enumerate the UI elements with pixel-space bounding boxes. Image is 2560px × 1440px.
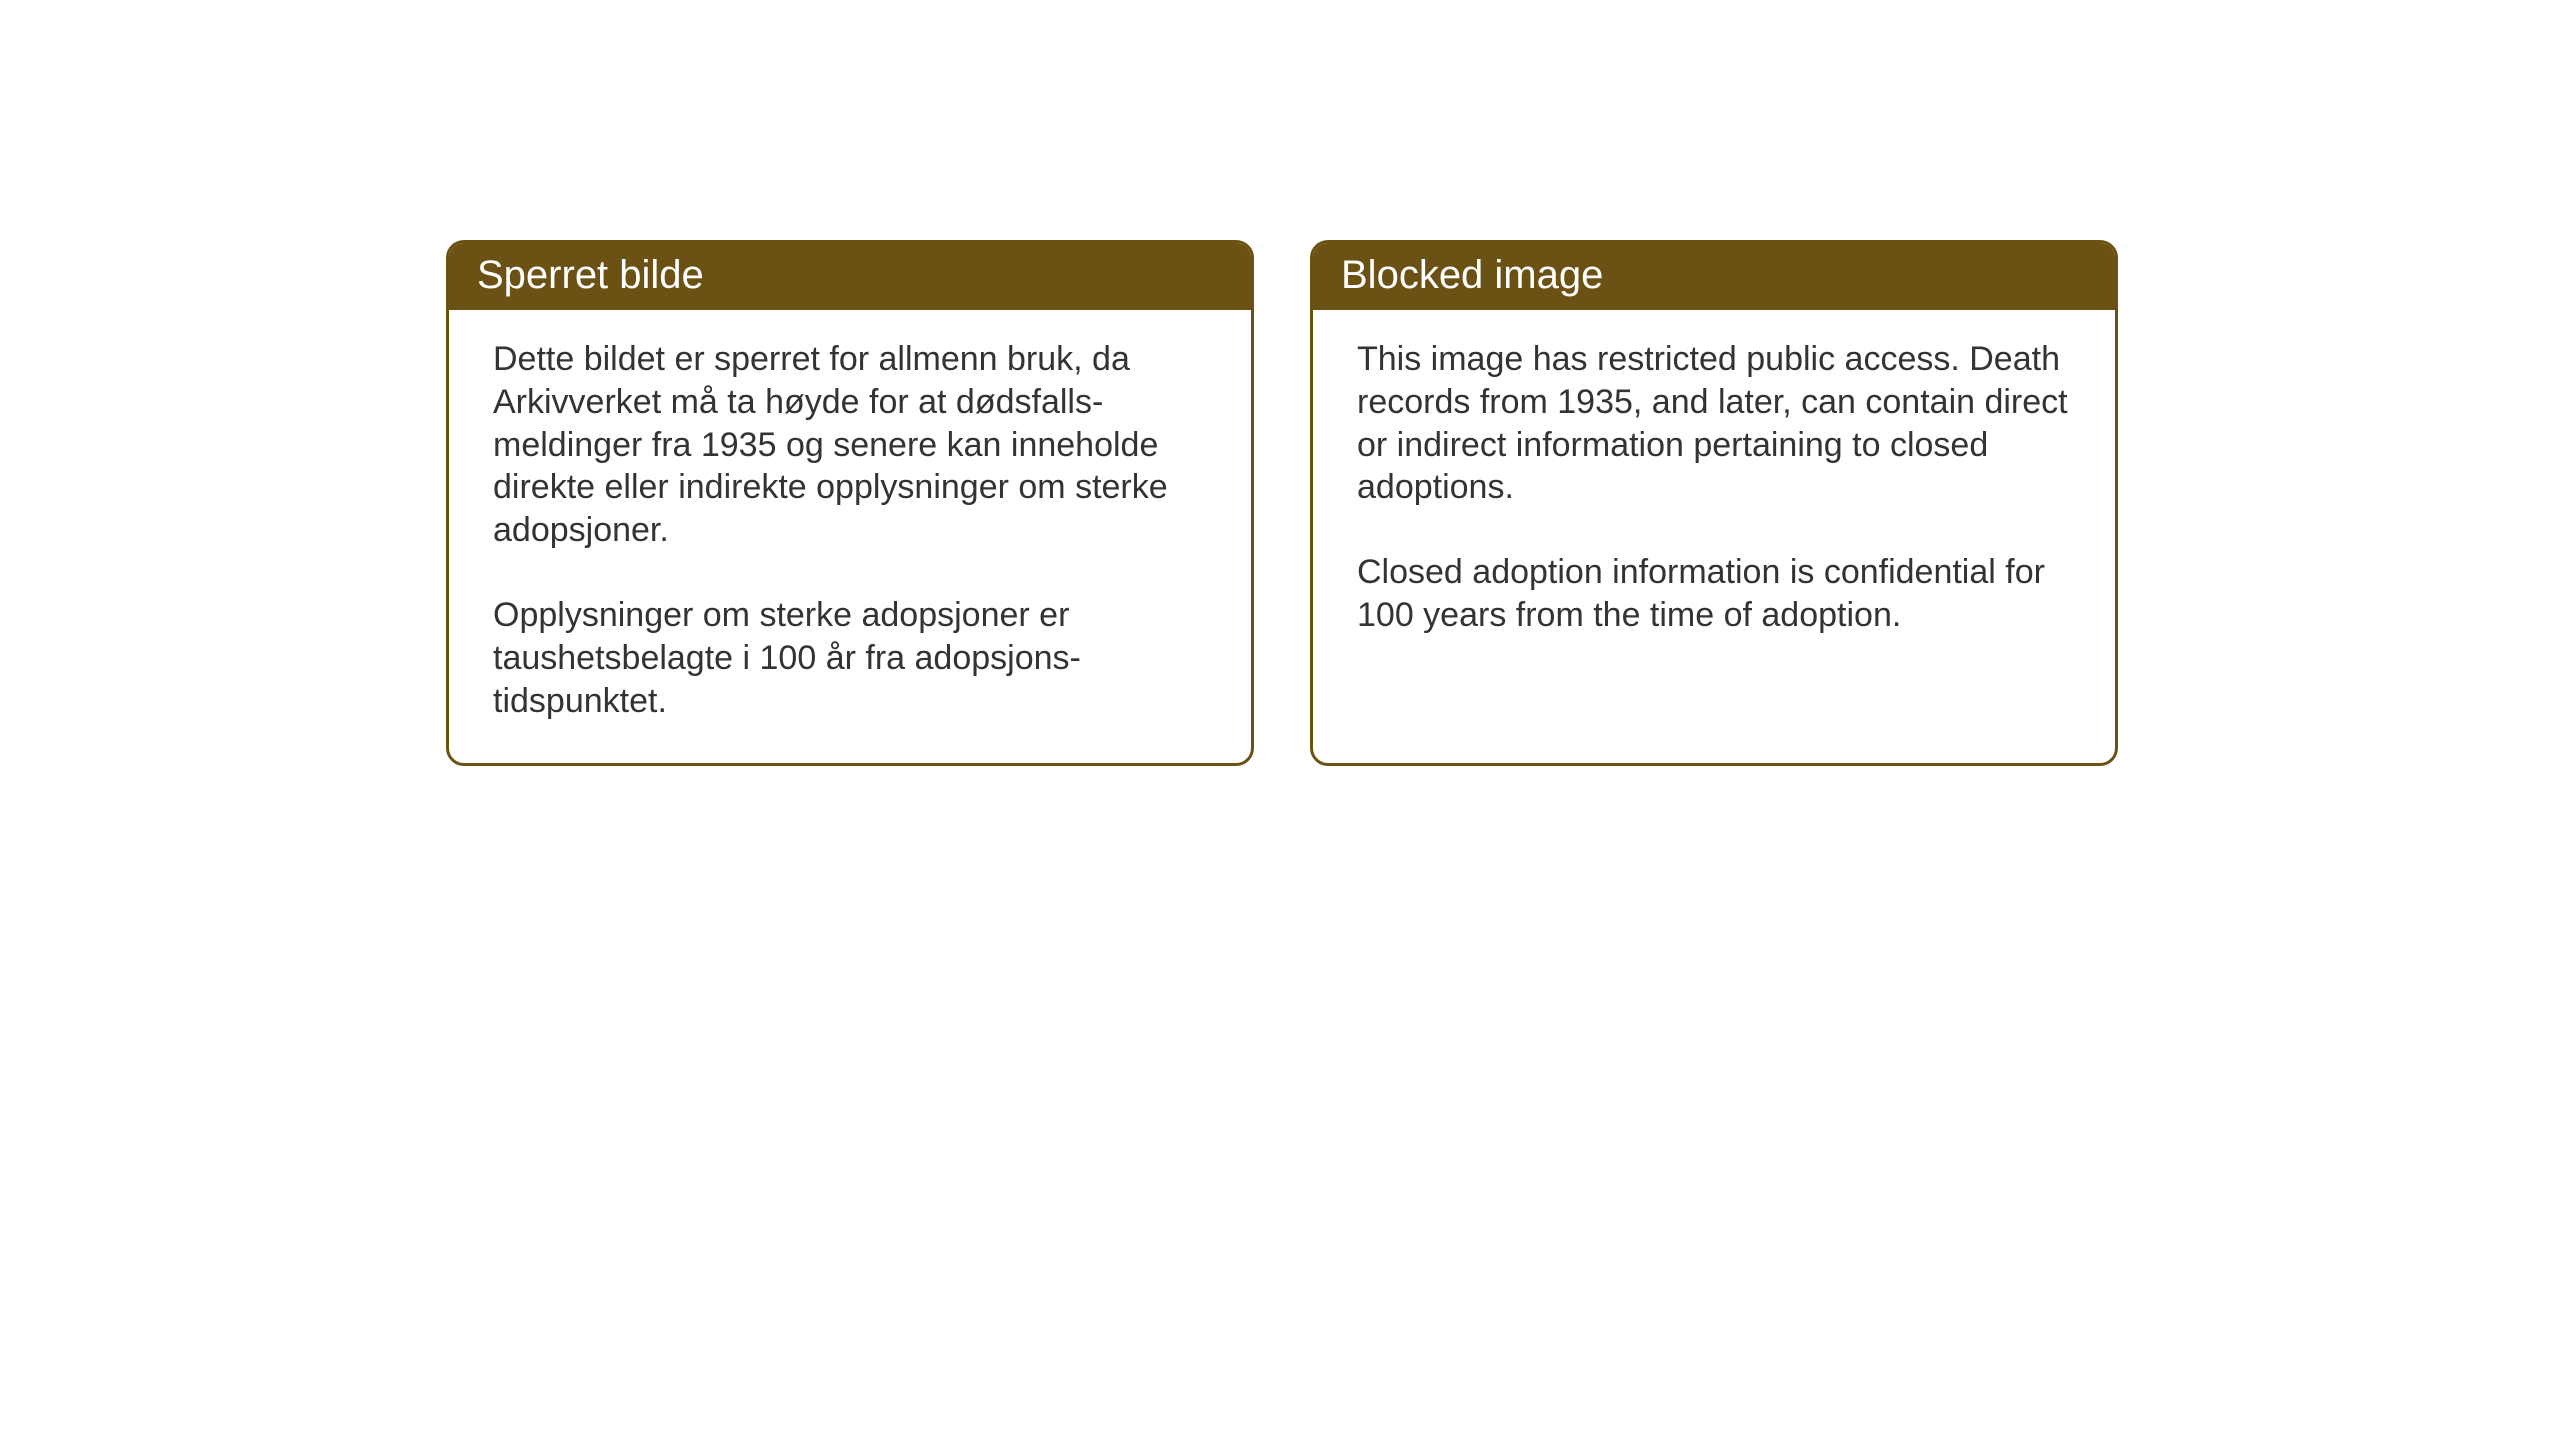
card-norwegian-body: Dette bildet er sperret for allmenn bruk… [449, 310, 1251, 763]
card-norwegian-header: Sperret bilde [449, 243, 1251, 310]
card-english-paragraph-1: This image has restricted public access.… [1357, 338, 2071, 509]
card-english-paragraph-2: Closed adoption information is confident… [1357, 551, 2071, 637]
card-english-body: This image has restricted public access.… [1313, 310, 2115, 677]
card-norwegian: Sperret bilde Dette bildet er sperret fo… [446, 240, 1254, 766]
card-norwegian-paragraph-1: Dette bildet er sperret for allmenn bruk… [493, 338, 1207, 552]
card-english: Blocked image This image has restricted … [1310, 240, 2118, 766]
card-norwegian-paragraph-2: Opplysninger om sterke adopsjoner er tau… [493, 594, 1207, 722]
card-english-header: Blocked image [1313, 243, 2115, 310]
cards-container: Sperret bilde Dette bildet er sperret fo… [446, 240, 2118, 766]
